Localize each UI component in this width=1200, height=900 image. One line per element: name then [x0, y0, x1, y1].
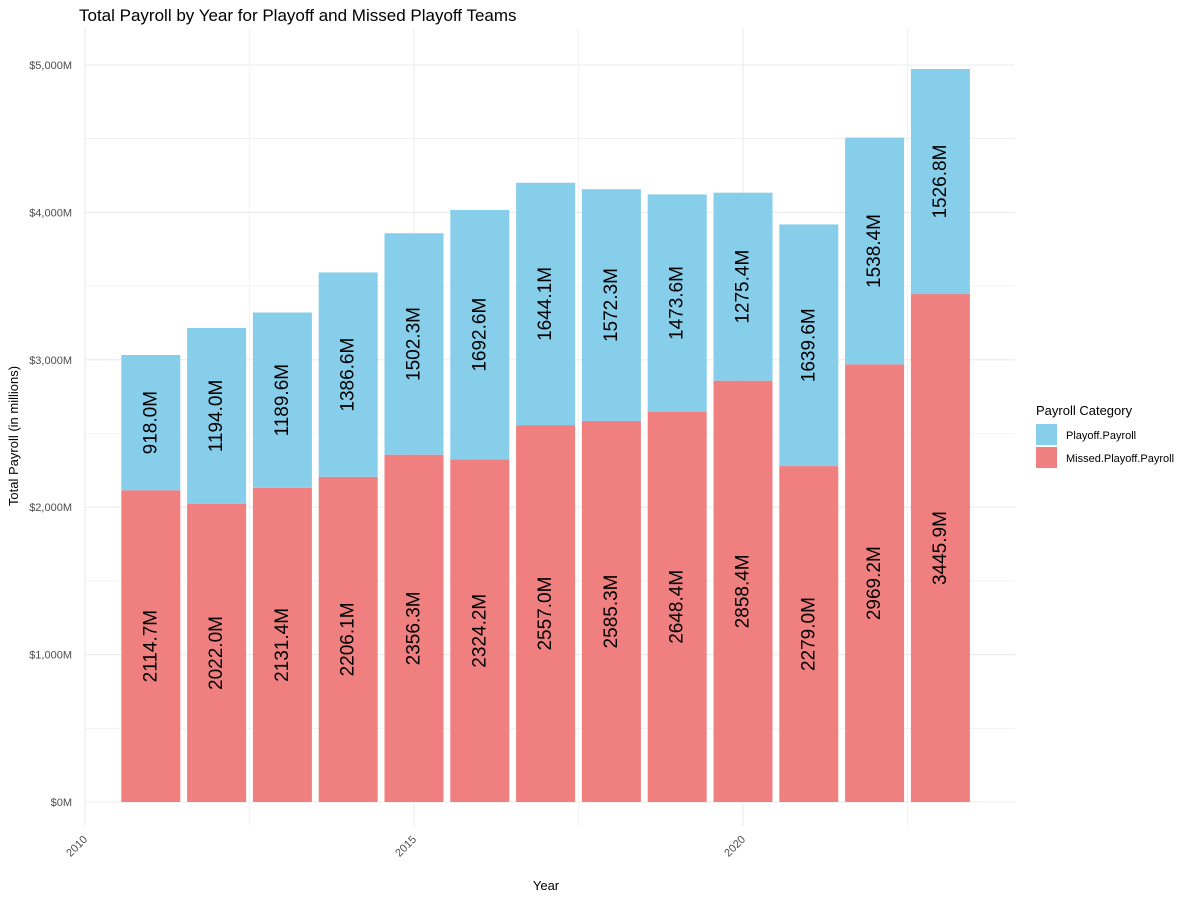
bar-playoff: [121, 354, 181, 491]
legend-title: Payroll Category: [1036, 403, 1133, 418]
bar-label-playoff: 1639.6M: [798, 308, 819, 382]
legend-item-label: Missed.Playoff.Payroll: [1066, 453, 1174, 465]
bar-playoff: [779, 224, 839, 467]
y-axis-title: Total Payroll (in millions): [6, 366, 21, 506]
bar-label-playoff: 1386.6M: [338, 338, 359, 412]
bar-label-missed-playoff: 2648.4M: [667, 570, 688, 644]
legend-item-label: Playoff.Payroll: [1066, 430, 1136, 442]
bar-missed-playoff: [516, 425, 576, 802]
bar-label-missed-playoff: 2356.3M: [404, 591, 425, 665]
bar-missed-playoff: [252, 487, 312, 802]
bar-label-missed-playoff: 2557.0M: [535, 577, 556, 651]
legend-swatch: [1036, 447, 1057, 468]
bar-label-playoff: 1502.3M: [404, 307, 425, 381]
bar-playoff: [713, 192, 773, 381]
bar-playoff: [187, 327, 247, 504]
bar-playoff: [516, 182, 576, 426]
bar-label-missed-playoff: 2114.7M: [140, 610, 161, 683]
bar-label-missed-playoff: 2585.3M: [601, 574, 622, 648]
bar-playoff: [581, 189, 641, 421]
bar-playoff: [450, 209, 510, 460]
bar-playoff: [318, 272, 378, 477]
bar-label-playoff: 1275.4M: [733, 250, 754, 324]
bar-missed-playoff: [779, 466, 839, 802]
bar-label-missed-playoff: 2858.4M: [733, 554, 754, 628]
bar-label-playoff: 918.0M: [140, 391, 161, 454]
bar-label-missed-playoff: 2131.4M: [272, 608, 293, 682]
bar-playoff: [252, 312, 312, 488]
bar-label-missed-playoff: 2324.2M: [469, 594, 490, 668]
bar-label-playoff: 1692.6M: [469, 298, 490, 372]
chart-title: Total Payroll by Year for Playoff and Mi…: [79, 6, 517, 25]
bar-label-playoff: 1526.8M: [930, 145, 951, 219]
bar-label-playoff: 1189.6M: [272, 364, 293, 437]
bar-missed-playoff: [318, 476, 378, 802]
bar-missed-playoff: [187, 503, 247, 802]
bar-label-playoff: 1473.6M: [667, 266, 688, 340]
bar-playoff: [845, 137, 905, 365]
y-tick-label: $4,000M: [29, 207, 72, 219]
x-tick-label: 2020: [722, 834, 748, 860]
bar-missed-playoff: [450, 459, 510, 802]
bar-label-missed-playoff: 3445.9M: [930, 511, 951, 585]
bar-label-missed-playoff: 2206.1M: [338, 602, 359, 676]
bar-missed-playoff: [910, 294, 970, 802]
bar-label-missed-playoff: 2279.0M: [798, 597, 819, 671]
bar-label-missed-playoff: 2969.2M: [864, 546, 885, 620]
bar-label-playoff: 1572.3M: [601, 268, 622, 342]
bar-label-playoff: 1194.0M: [206, 380, 227, 453]
bar-label-missed-playoff: 2022.0M: [206, 616, 227, 690]
bar-playoff: [910, 69, 970, 295]
bar-playoff: [384, 233, 444, 455]
x-tick-label: 2015: [393, 834, 419, 860]
legend-swatch: [1036, 424, 1057, 445]
y-tick-label: $0M: [51, 797, 72, 809]
bar-missed-playoff: [121, 490, 181, 802]
bar-label-playoff: 1644.1M: [535, 267, 556, 341]
bar-label-playoff: 1538.4M: [864, 214, 885, 288]
bar-missed-playoff: [647, 411, 707, 802]
y-tick-label: $3,000M: [29, 355, 72, 367]
bar-missed-playoff: [581, 420, 641, 802]
bar-missed-playoff: [713, 380, 773, 802]
y-tick-label: $1,000M: [29, 650, 72, 662]
y-tick-label: $2,000M: [29, 502, 72, 514]
bar-missed-playoff: [384, 454, 444, 802]
x-tick-label: 2010: [64, 834, 90, 860]
y-tick-label: $5,000M: [29, 60, 72, 72]
bar-playoff: [647, 194, 707, 412]
x-axis-title: Year: [533, 878, 560, 893]
bar-missed-playoff: [845, 364, 905, 802]
